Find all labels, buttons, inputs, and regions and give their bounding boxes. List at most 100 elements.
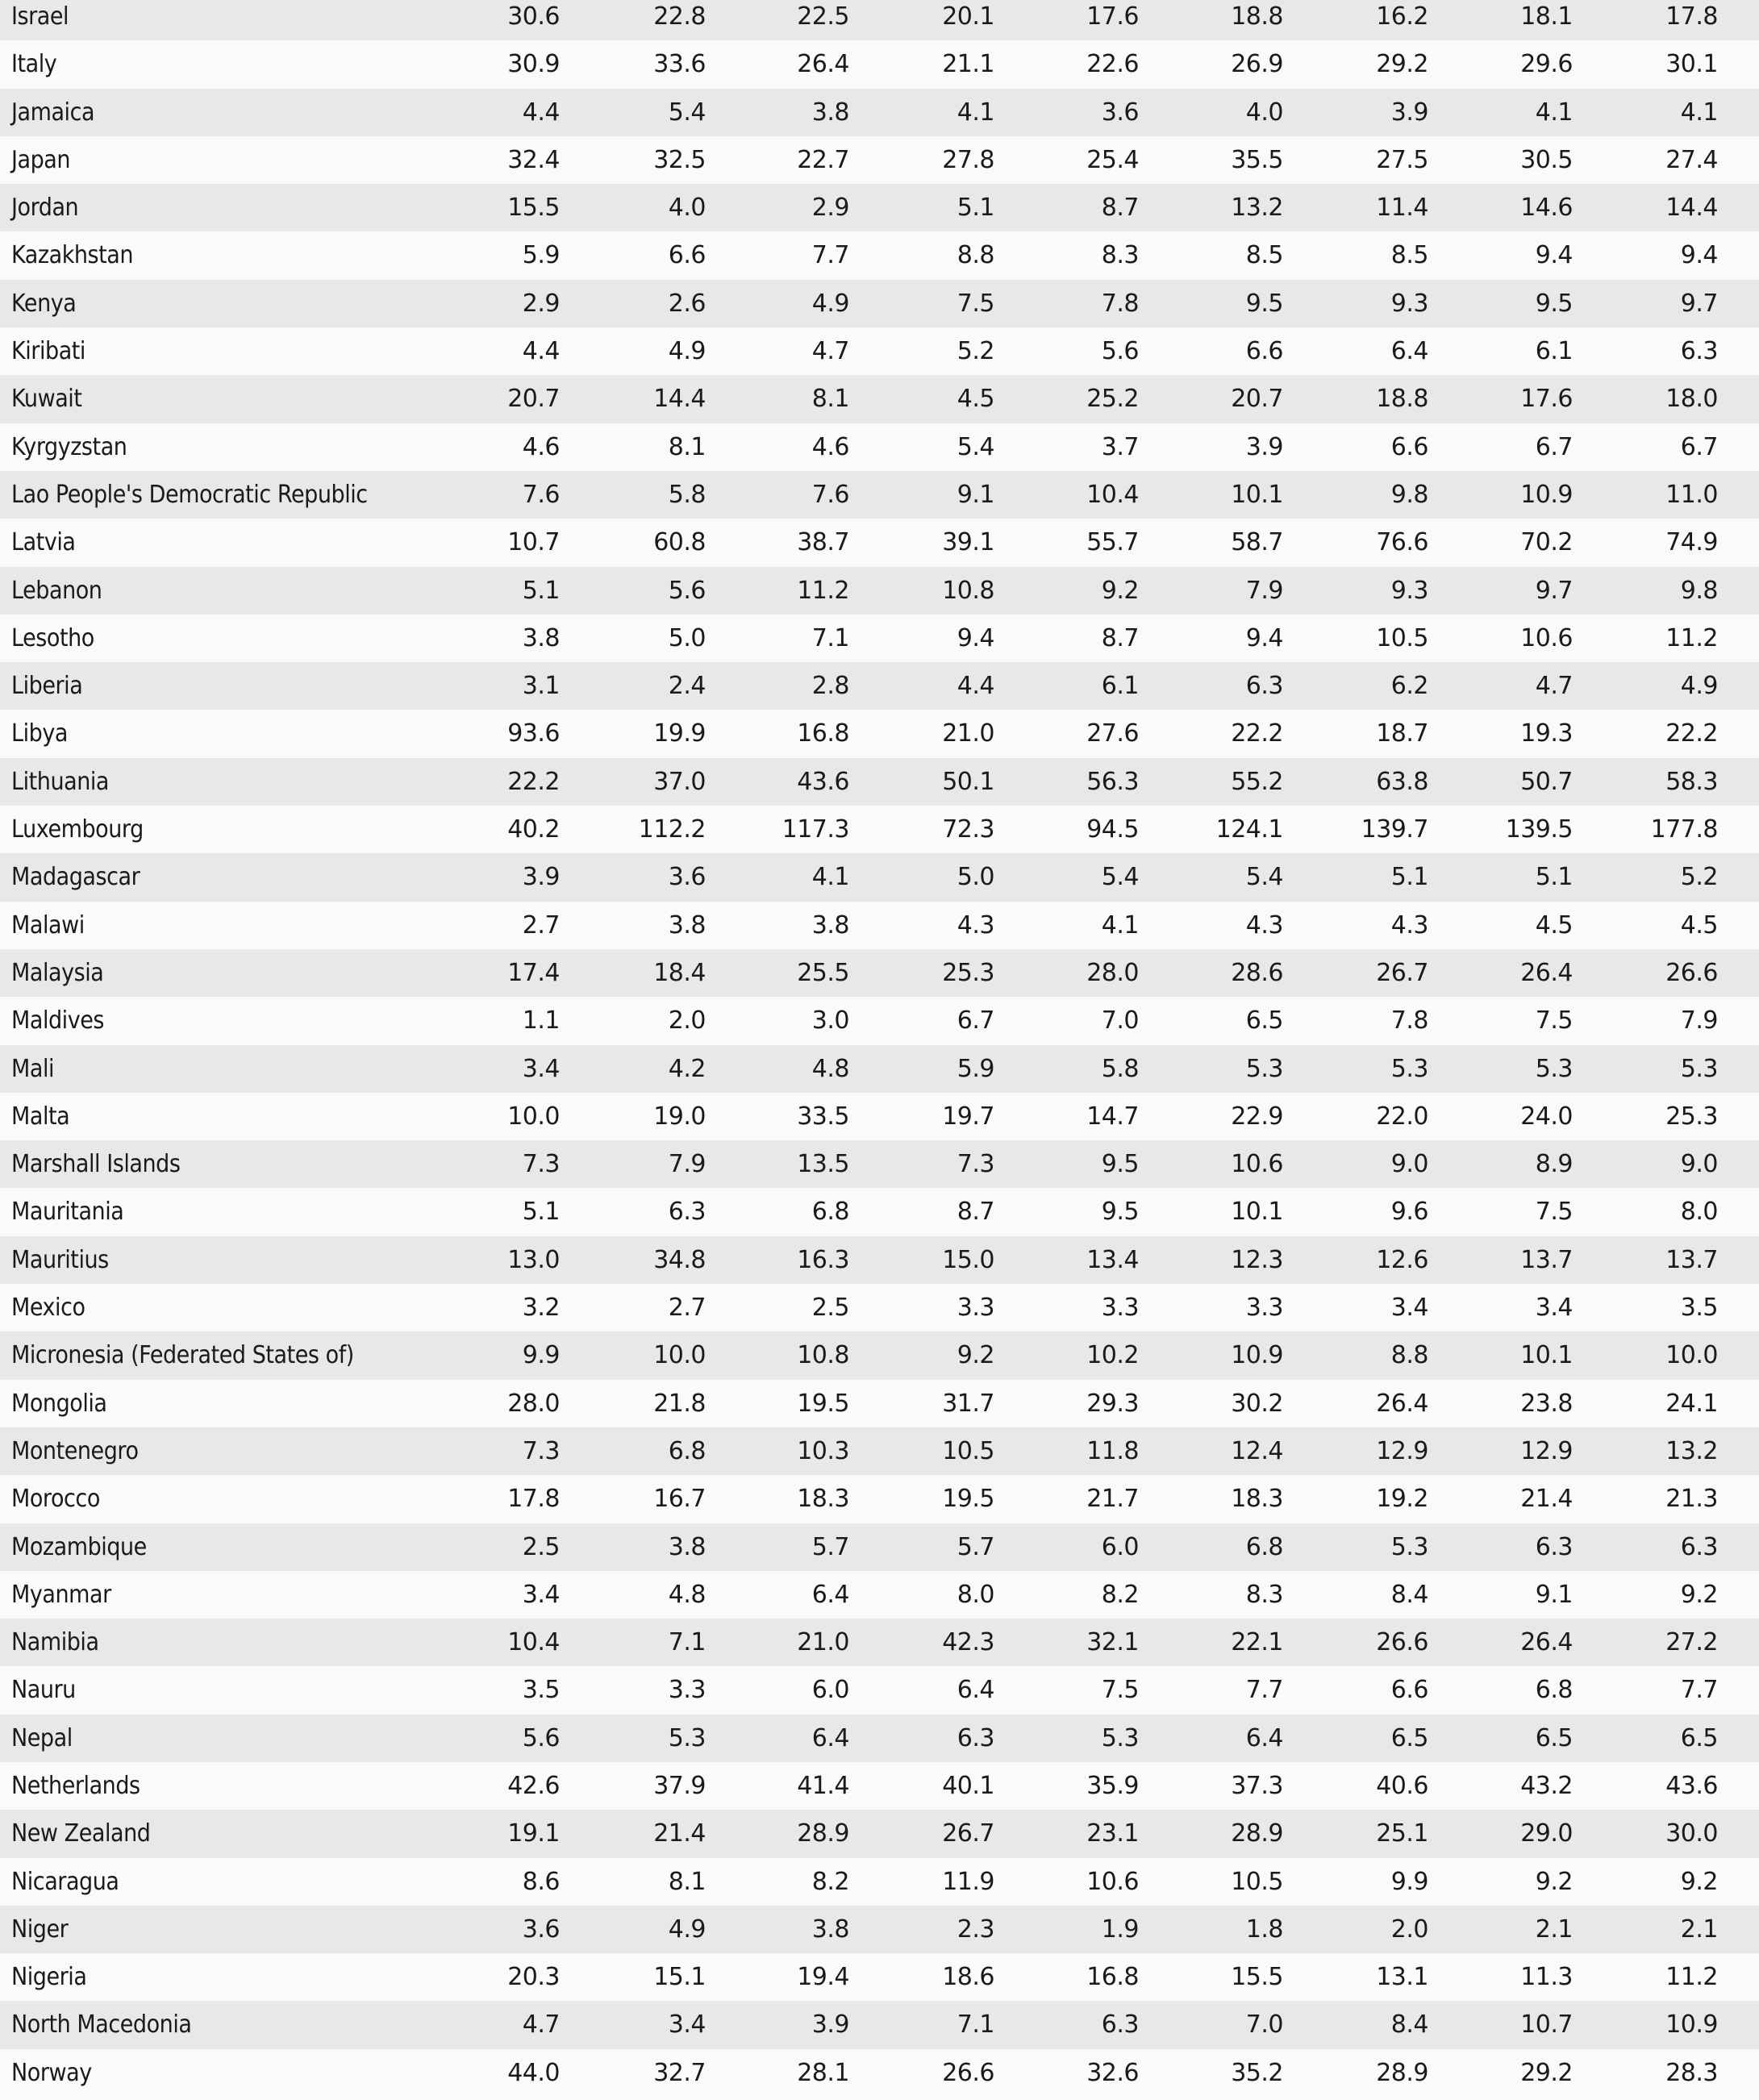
table-cell: 22.5 xyxy=(797,2,849,31)
country-name: Kuwait xyxy=(11,385,82,414)
table-cell: 15.5 xyxy=(1231,1963,1283,1992)
table-cell: 3.3 xyxy=(1101,1294,1140,1323)
table-cell: 7.8 xyxy=(1101,289,1140,318)
table-cell: 3.4 xyxy=(522,1054,561,1083)
table-cell: 1.1 xyxy=(522,1006,561,1035)
table-cell: 38.7 xyxy=(797,528,849,557)
table-row: Kuwait 20.7 14.4 8.1 4.5 25.2 20.7 18.8 17.6 18.0 xyxy=(0,375,1759,423)
table-cell: 3.4 xyxy=(668,2010,707,2040)
table-cell: 9.8 xyxy=(1390,480,1429,509)
table-cell: 2.1 xyxy=(1680,1915,1719,1944)
table-cell: 4.8 xyxy=(811,1054,850,1083)
table-row: Mali 3.4 4.2 4.8 5.9 5.8 5.3 5.3 5.3 5.3 xyxy=(0,1044,1759,1093)
table-cell: 8.3 xyxy=(1101,241,1140,270)
table-cell: 10.1 xyxy=(1231,480,1283,509)
table-cell: 7.0 xyxy=(1101,1006,1140,1035)
country-name: Libya xyxy=(11,719,68,748)
table-cell: 4.1 xyxy=(957,98,995,127)
table-cell: 8.1 xyxy=(668,432,707,461)
table-cell: 3.5 xyxy=(1680,1294,1719,1323)
table-cell: 13.5 xyxy=(797,1150,849,1179)
table-cell: 40.1 xyxy=(942,1771,994,1800)
country-name: New Zealand xyxy=(11,1819,151,1848)
table-cell: 9.3 xyxy=(1390,289,1429,318)
table-cell: 5.7 xyxy=(811,1532,850,1561)
table-cell: 6.0 xyxy=(811,1676,850,1705)
table-cell: 11.9 xyxy=(942,1867,994,1896)
table-cell: 33.6 xyxy=(653,50,706,79)
table-cell: 55.7 xyxy=(1086,528,1139,557)
table-cell: 3.1 xyxy=(522,672,561,701)
table-row: Niger 3.6 4.9 3.8 2.3 1.9 1.8 2.0 2.1 2.1 xyxy=(0,1905,1759,1954)
table-cell: 10.9 xyxy=(1231,1341,1283,1370)
table-row: Israel 30.6 22.8 22.5 20.1 17.6 18.8 16.2 18.1 17… xyxy=(0,0,1759,41)
table-cell: 2.7 xyxy=(668,1294,707,1323)
country-name: Madagascar xyxy=(11,863,140,892)
table-cell: 41.4 xyxy=(797,1771,849,1800)
table-cell: 30.2 xyxy=(1231,1389,1283,1418)
table-row: Nauru 3.5 3.3 6.0 6.4 7.5 7.7 6.6 6.8 7.7 xyxy=(0,1666,1759,1715)
table-cell: 8.8 xyxy=(1390,1341,1429,1370)
table-cell: 27.6 xyxy=(1086,719,1139,748)
table-cell: 3.3 xyxy=(957,1294,995,1323)
table-cell: 20.3 xyxy=(507,1963,560,1992)
country-name: Nepal xyxy=(11,1723,73,1752)
table-row: Latvia 10.7 60.8 38.7 39.1 55.7 58.7 76.6 70.2 74… xyxy=(0,519,1759,567)
table-cell: 6.7 xyxy=(957,1006,995,1035)
table-cell: 7.3 xyxy=(522,1436,561,1465)
table-cell: 8.0 xyxy=(957,1580,995,1609)
table-cell: 7.5 xyxy=(1535,1198,1574,1227)
table-row: Kenya 2.9 2.6 4.9 7.5 7.8 9.5 9.3 9.5 9.7 xyxy=(0,279,1759,328)
country-name: Malaysia xyxy=(11,958,104,987)
table-cell: 12.3 xyxy=(1231,1245,1283,1274)
country-name: Mozambique xyxy=(11,1532,147,1561)
table-cell: 30.6 xyxy=(507,2,560,31)
table-cell: 32.5 xyxy=(653,145,706,174)
table-cell: 10.9 xyxy=(1665,2010,1718,2040)
table-cell: 76.6 xyxy=(1376,528,1428,557)
table-cell: 8.4 xyxy=(1390,2010,1429,2040)
table-cell: 4.5 xyxy=(1680,910,1719,940)
table-cell: 21.3 xyxy=(1665,1485,1718,1514)
table-cell: 9.1 xyxy=(957,480,995,509)
table-cell: 37.9 xyxy=(653,1771,706,1800)
table-cell: 25.3 xyxy=(942,958,994,987)
table-cell: 9.9 xyxy=(1390,1867,1429,1896)
table-cell: 55.2 xyxy=(1231,767,1283,796)
table-cell: 19.3 xyxy=(1520,719,1573,748)
table-row: Lao People's Democratic Republic 7.6 5.8 7.… xyxy=(0,470,1759,519)
table-cell: 26.4 xyxy=(1520,958,1573,987)
table-cell: 50.1 xyxy=(942,767,994,796)
table-cell: 2.1 xyxy=(1535,1915,1574,1944)
table-cell: 13.2 xyxy=(1665,1436,1718,1465)
table-cell: 17.6 xyxy=(1520,385,1573,414)
table-cell: 6.7 xyxy=(1680,432,1719,461)
table-cell: 9.4 xyxy=(957,623,995,652)
table-cell: 8.0 xyxy=(1680,1198,1719,1227)
table-row: Kazakhstan 5.9 6.6 7.7 8.8 8.3 8.5 8.5 9.4 9.4 xyxy=(0,231,1759,280)
table-cell: 6.1 xyxy=(1535,337,1574,366)
table-cell: 3.8 xyxy=(668,910,707,940)
table-cell: 34.8 xyxy=(653,1245,706,1274)
table-cell: 3.3 xyxy=(668,1676,707,1705)
country-name: Kyrgyzstan xyxy=(11,432,127,461)
table-cell: 6.3 xyxy=(1535,1532,1574,1561)
table-cell: 8.7 xyxy=(957,1198,995,1227)
table-cell: 22.9 xyxy=(1231,1102,1283,1131)
table-cell: 10.5 xyxy=(1376,623,1428,652)
table-cell: 26.6 xyxy=(1376,1628,1428,1657)
table-cell: 17.8 xyxy=(507,1485,560,1514)
table-cell: 74.9 xyxy=(1665,528,1718,557)
table-cell: 9.3 xyxy=(1390,576,1429,605)
table-cell: 9.7 xyxy=(1535,576,1574,605)
country-name: Lao People's Democratic Republic xyxy=(11,480,368,509)
table-cell: 10.6 xyxy=(1086,1867,1139,1896)
table-row: Libya 93.6 19.9 16.8 21.0 27.6 22.2 18.7 19.3 22.… xyxy=(0,710,1759,758)
table-cell: 22.0 xyxy=(1376,1102,1428,1131)
table-cell: 5.4 xyxy=(1245,863,1284,892)
table-cell: 44.0 xyxy=(507,2058,560,2087)
table-cell: 7.5 xyxy=(957,289,995,318)
table-cell: 26.7 xyxy=(1376,958,1428,987)
table-cell: 9.1 xyxy=(1535,1580,1574,1609)
table-cell: 5.0 xyxy=(668,623,707,652)
